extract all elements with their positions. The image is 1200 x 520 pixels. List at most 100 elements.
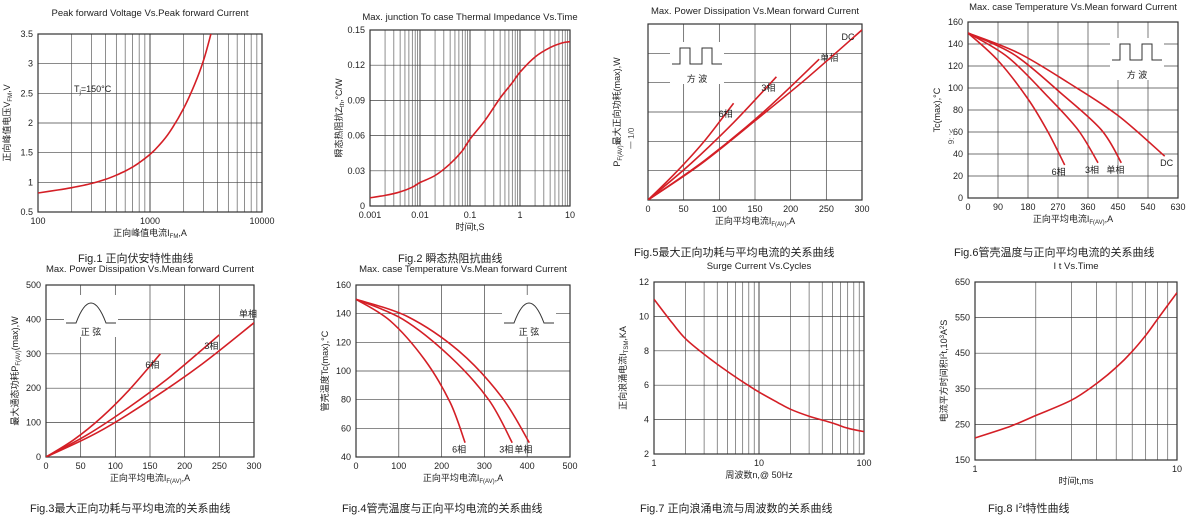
inset-label: 方 波 [687,73,708,84]
grid [974,281,1178,461]
y-tick-label: 0.15 [347,25,365,35]
y-tick-label: 40 [341,452,351,462]
figure-caption: Fig.6管壳温度与正向平均电流的关系曲线 [954,245,1154,259]
series-line-6相 [46,353,162,457]
y-axis-label: PF(AV)最大正向功耗(max),W [611,57,624,167]
series-label: 单相 [514,444,532,455]
x-tick-label: 10 [565,210,575,220]
chart-5: 0 50 100 150 200 250 300 0 100 200 300 400 500 Max. P… [9,264,262,515]
chart-6: 0 100 200 300 400 500 40 60 80 100 120 140 160 Max. c… [319,264,578,515]
x-tick-label: 150 [747,204,762,214]
series-label: 6相 [1052,166,1066,177]
y-axis-label: 正向峰值电压VFM,V [1,84,14,161]
x-axis-label: 正向平均电流IF(AV),A [715,215,795,228]
waveform-inset: 正 弦 [64,295,118,337]
y-tick-label: 0 [360,201,365,211]
chart-7: 1 10 100 2 4 6 8 10 12 Surge Current Vs.Cycles 周波数… [617,261,872,515]
plot-frame [967,21,1179,199]
chart-title: Max. case Temperature Vs.Mean forward Cu… [359,264,567,275]
x-tick-label: 0 [353,461,358,471]
y-tick-label: 1.5 [20,148,33,158]
y-tick-label: 350 [955,384,970,394]
x-tick-label: 50 [76,461,86,471]
y-tick-label: 120 [948,61,963,71]
y-tick-label: 0 [958,193,963,203]
y-tick-label: 0.12 [347,60,365,70]
y-axis-extra: 9: ;< [947,128,956,144]
y-tick-label: 1 [28,177,33,187]
x-axis-label: 正向平均电流IF(AV),A [110,472,190,485]
plot-frame [974,281,1178,461]
series-line-6相 [356,298,466,443]
y-tick-label: 200 [26,383,41,393]
plot-frame [369,29,571,207]
x-tick-label: 0 [43,461,48,471]
x-tick-label: 300 [246,461,261,471]
y-axis-label: 管壳温度Tc(max),°C [319,330,330,411]
waveform-inset: 正 弦 [502,295,556,337]
chart-title: Max. junction To case Thermal Impedance … [362,12,577,23]
inset-bg [502,295,556,337]
x-tick-label: 500 [562,461,577,471]
y-tick-label: 250 [955,419,970,429]
chart-title: Surge Current Vs.Cycles [707,261,812,272]
grid [37,33,263,213]
waveform-icon [66,302,116,324]
y-tick-label: 2 [28,118,33,128]
y-tick-label: 20 [953,171,963,181]
x-tick-label: 270 [1050,202,1065,212]
x-tick-label: 400 [520,461,535,471]
x-tick-label: 1 [517,210,522,220]
x-tick-label: 250 [212,461,227,471]
chart-3: 0 50 100 150 200 250 300 Max. Power Dissipation… [611,6,870,259]
x-tick-label: 100 [30,216,45,226]
plot-frame [653,281,865,455]
series-label: 6相 [452,444,466,455]
x-tick-label: 50 [679,204,689,214]
series-line-DC [648,29,862,200]
series-label: 6相 [719,108,733,119]
y-tick-label: 120 [336,337,351,347]
y-axis-label: 最大通态功耗PF(AV)(max),W [9,316,22,426]
x-tick-label: 90 [993,202,1003,212]
figure-caption: Fig.4管壳温度与正向平均电流的关系曲线 [342,501,542,515]
x-axis-label: 正向平均电流IF(AV),A [1033,213,1113,226]
y-axis-label: Tc(max),°C [932,87,942,132]
x-tick-label: 0 [645,204,650,214]
x-tick-label: 100 [391,461,406,471]
figure-caption: Fig.7 正向浪涌电流与周波数的关系曲线 [640,501,833,515]
figure-caption: Fig.8 I2t特性曲线 [988,501,1070,515]
x-tick-label: 1 [972,464,977,474]
y-tick-label: 2 [644,449,649,459]
y-axis-label: 瞬态热阻抗Zth,°C/W [333,78,346,158]
x-tick-label: 100 [712,204,727,214]
inset-label: 方 波 [1127,69,1148,80]
series-label: 6相 [145,359,159,370]
y-tick-label: 4 [644,415,649,425]
x-tick-label: 10 [754,458,764,468]
x-tick-label: 0 [965,202,970,212]
x-tick-label: 540 [1140,202,1155,212]
y-tick-label: 150 [955,455,970,465]
chart-title: Max. Power Dissipation Vs.Mean forward C… [46,264,254,275]
inset-bg [670,42,724,84]
series-line-3相 [356,298,513,444]
chart-title: Peak forward Voltage Vs.Peak forward Cur… [52,8,249,19]
y-tick-label: 40 [953,149,963,159]
inset-bg [64,295,118,337]
y-tick-label: 160 [336,280,351,290]
y-tick-label: 400 [26,314,41,324]
chart-8: 1 10 150 250 350 450 550 650 I t Vs.Time 时间t,ms 电流… [938,261,1182,515]
series-label: DC [1160,158,1173,168]
y-tick-label: 80 [341,395,351,405]
series-line [370,40,570,199]
plot-frame [37,33,263,213]
series-line-DC [968,32,1166,157]
x-tick-label: 1 [651,458,656,468]
series-label: 3相 [761,82,775,93]
series-label: 单相 [239,308,257,319]
x-tick-label: 0.1 [464,210,477,220]
y-tick-label: 100 [948,83,963,93]
x-tick-label: 450 [1110,202,1125,212]
y-tick-label: 10 [639,311,649,321]
